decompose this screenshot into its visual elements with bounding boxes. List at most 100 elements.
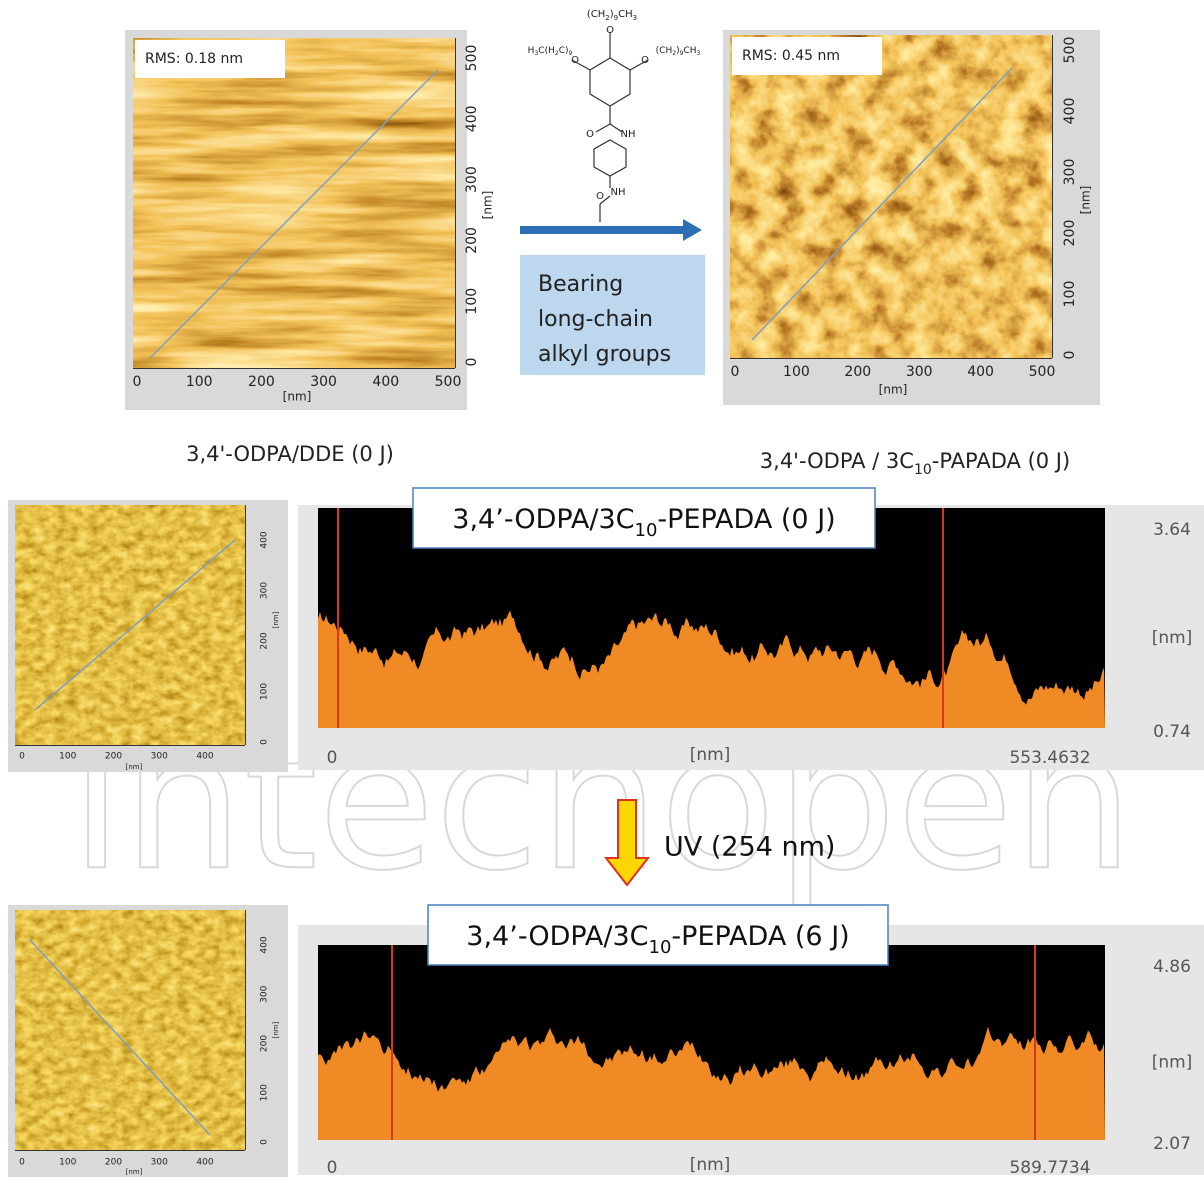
x-tick-label: 400 [967, 364, 994, 380]
chain-label: H3C(H2C)9 [528, 46, 573, 58]
afm-image [133, 38, 455, 368]
y-tick-label: 200 [260, 1035, 270, 1052]
x-axis-line [133, 368, 455, 369]
chain-label: (CH2)9CH3 [656, 46, 701, 58]
x-unit: [nm] [879, 383, 908, 397]
subscript: 3 [534, 50, 538, 57]
x-tick-label: 500 [1029, 364, 1056, 380]
y-unit: [nm] [272, 611, 280, 628]
atom-label: O [586, 129, 594, 140]
y-tick-label: 200 [260, 632, 270, 649]
x-min-label: 0 [327, 748, 338, 768]
text-part: C) [559, 46, 569, 56]
y-unit: [nm] [1152, 1053, 1193, 1073]
atom-label: O [596, 191, 604, 202]
x-unit: [nm] [283, 390, 312, 404]
uv-label: UV (254 nm) [664, 832, 835, 863]
x-tick-label: 100 [186, 374, 213, 390]
profile-panel: 3.64 [nm] 0.74 0 [nm] 553.4632 3,4’-ODPA/3C10-… [298, 487, 1204, 770]
afm-panel: 0 100 200 300 400 0 100 200 300 400 [nm] [nm] [8, 905, 288, 1177]
subscript: 10 [914, 462, 932, 478]
x-tick-label: 300 [151, 1158, 168, 1168]
arrow-box [520, 255, 705, 375]
x-tick-label: 0 [19, 1158, 25, 1168]
scan-line [34, 539, 236, 711]
y-tick-label: 100 [464, 288, 480, 315]
afm-image [15, 910, 245, 1150]
x-tick-label: 300 [151, 752, 168, 762]
subscript: 10 [635, 520, 658, 541]
text-part: 3,4'-ODPA / 3C [760, 449, 914, 473]
uv-arrow: UV (254 nm) [603, 799, 835, 887]
afm-image [15, 505, 245, 745]
rms-label: RMS: 0.18 nm [145, 51, 243, 67]
y-tick-label: 300 [260, 985, 270, 1002]
text-part: 3,4'-ODPA/DDE (0 J) [186, 442, 394, 466]
subscript: 9 [680, 50, 684, 57]
subscript: 10 [649, 937, 672, 958]
x-unit: [nm] [690, 1155, 731, 1175]
text-part: 3,4’-ODPA/3C [452, 504, 634, 535]
x-tick-label: 0 [731, 364, 740, 380]
y-tick-label: 100 [1062, 281, 1078, 308]
text-part: -PAPADA (0 J) [932, 449, 1070, 473]
y-tick-label: 400 [464, 105, 480, 132]
uv-arrow-shape [603, 799, 651, 887]
afm-panel: 0 100 200 300 400 0 100 200 300 400 [nm] [nm] [8, 500, 288, 772]
y-min-label: 0.74 [1153, 722, 1191, 742]
bond [599, 195, 611, 205]
x-axis-line [15, 745, 245, 746]
text-part: ) [610, 9, 614, 20]
x-unit: [nm] [690, 745, 731, 765]
text-part: H [528, 46, 535, 56]
y-unit: [nm] [481, 191, 495, 220]
benzene-ring [593, 139, 627, 177]
scan-line [29, 939, 211, 1136]
text-part: -PEPADA (0 J) [657, 504, 835, 535]
atom-label: O [641, 55, 649, 66]
y-tick-label: 0 [260, 1139, 270, 1145]
afm-panel: 0 100 200 300 400 500 0 100 200 300 400 500 [nm] [nm]… [723, 30, 1100, 405]
subscript: 9 [614, 14, 618, 22]
y-axis-line [1052, 35, 1053, 358]
atom-label: NH [621, 129, 636, 140]
bond [571, 59, 591, 71]
x-axis-line [15, 1150, 245, 1151]
y-unit: [nm] [1079, 186, 1093, 215]
x-tick-label: 200 [105, 752, 122, 762]
bond [609, 123, 623, 133]
x-tick-label: 400 [372, 374, 399, 390]
profile-trace [318, 610, 1105, 728]
y-tick-label: 100 [260, 683, 270, 700]
x-tick-label: 200 [105, 1158, 122, 1168]
x-unit: [nm] [126, 1168, 143, 1176]
y-tick-label: 0 [260, 739, 270, 745]
bond [595, 123, 611, 133]
arrow-box-text: long-chain [538, 307, 653, 332]
text-part: (CH [656, 46, 673, 56]
scan-line [149, 69, 439, 359]
arrow-box-text: alkyl groups [538, 342, 671, 367]
profile-label: 3,4’-ODPA/3C10-PEPADA (6 J) [466, 921, 849, 958]
label-box [412, 487, 876, 549]
text-part: CH [683, 46, 696, 56]
y-tick-label: 200 [464, 227, 480, 254]
rms-box [732, 37, 882, 75]
x-max-label: 589.7734 [1009, 1158, 1090, 1178]
y-axis-line [455, 38, 456, 368]
x-tick-label: 500 [435, 374, 462, 390]
x-tick-label: 400 [196, 752, 213, 762]
x-max-label: 553.4632 [1009, 748, 1090, 768]
text-part: ) [676, 46, 680, 56]
atom-label: NH [611, 187, 626, 198]
y-tick-label: 400 [260, 531, 270, 548]
benzene-ring [589, 57, 631, 107]
x-axis-line [730, 358, 1052, 359]
atom-label: O [571, 55, 579, 66]
caption: 3,4'-ODPA / 3C10-PAPADA (0 J) [760, 449, 1070, 478]
text-part: C(H [538, 46, 555, 56]
transform-arrow [520, 219, 705, 375]
afm-image [730, 35, 1052, 358]
subscript: 2 [555, 50, 559, 57]
